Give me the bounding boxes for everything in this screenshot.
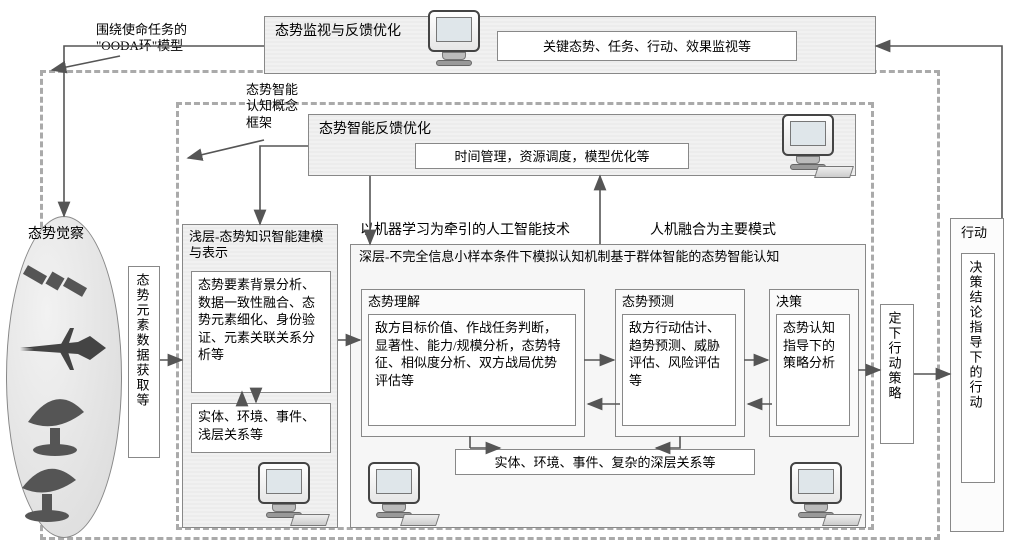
computer-icon (784, 462, 862, 528)
inner-feedback-title: 态势智能反馈优化 (319, 121, 431, 139)
strategy-box: 定下行动策略 (880, 304, 914, 444)
shallow-box1: 态势要素背景分析、数据一致性融合、态势元素细化、身份验证、元素关联关系分析等 (191, 271, 331, 393)
deep-decision: 决策 态势认知指导下的策略分析 (769, 289, 859, 437)
radar-dish-icon (18, 388, 96, 458)
perception-data-acq: 态势元素数据获取等 (128, 266, 160, 458)
deep-predict: 态势预测 敌方行动估计、趋势预测、威胁评估、风险评估等 (615, 289, 745, 437)
ooda-annotation: 围绕使命任务的 "OODA环"模型 (96, 22, 246, 55)
perception-title: 态势觉察 (28, 226, 84, 244)
ai-header-left: 以机器学习为牵引的人工智能技术 (360, 222, 570, 240)
inner-feedback-box: 态势智能反馈优化 时间管理，资源调度，模型优化等 (308, 114, 856, 176)
monitor-icon (422, 10, 500, 76)
perception-data-acq-text: 态势元素数据获取等 (133, 273, 151, 451)
deep-understand-body: 敌方目标价值、作战任务判断，显著性、能力/规模分析，态势特征、相似度分析、双方战… (368, 314, 576, 426)
computer-icon (362, 462, 440, 528)
top-feedback-box: 态势监视与反馈优化 关键态势、任务、行动、效果监视等 (264, 16, 876, 74)
deep-predict-body: 敌方行动估计、趋势预测、威胁评估、风险评估等 (622, 314, 736, 426)
cognition-annotation: 态势智能 认知概念 框架 (246, 82, 316, 131)
action-body: 决策结论指导下的行动 (961, 253, 995, 483)
strategy-text: 定下行动策略 (885, 311, 903, 437)
deep-understand: 态势理解 敌方目标价值、作战任务判断，显著性、能力/规模分析，态势特征、相似度分… (361, 289, 585, 437)
action-body-text: 决策结论指导下的行动 (966, 260, 984, 476)
satellite-icon (20, 256, 90, 306)
action-box: 行动 决策结论指导下的行动 (950, 218, 1004, 532)
airplane-icon (20, 326, 106, 372)
deep-understand-title: 态势理解 (368, 294, 578, 310)
situational-cognition-diagram: 围绕使命任务的 "OODA环"模型 态势智能 认知概念 框架 态势监视与反馈优化… (0, 0, 1014, 560)
top-feedback-title: 态势监视与反馈优化 (275, 23, 401, 41)
shallow-title: 浅层-态势知识智能建模与表示 (189, 229, 333, 262)
computer-icon (776, 114, 854, 180)
top-feedback-details: 关键态势、任务、行动、效果监视等 (497, 31, 797, 61)
radar-dish2-icon (14, 458, 92, 528)
action-title: 行动 (961, 225, 987, 241)
computer-icon (252, 462, 330, 528)
deep-title: 深层-不完全信息小样本条件下模拟认知机制基于群体智能的态势智能认知 (359, 249, 859, 265)
ai-header-right: 人机融合为主要模式 (650, 222, 776, 240)
shallow-box2: 实体、环境、事件、浅层关系等 (191, 403, 331, 453)
deep-predict-title: 态势预测 (622, 294, 738, 310)
deep-footer: 实体、环境、事件、复杂的深层关系等 (455, 449, 755, 475)
inner-feedback-details: 时间管理，资源调度，模型优化等 (415, 143, 689, 169)
deep-decision-body: 态势认知指导下的策略分析 (776, 314, 850, 426)
deep-decision-title: 决策 (776, 294, 852, 310)
